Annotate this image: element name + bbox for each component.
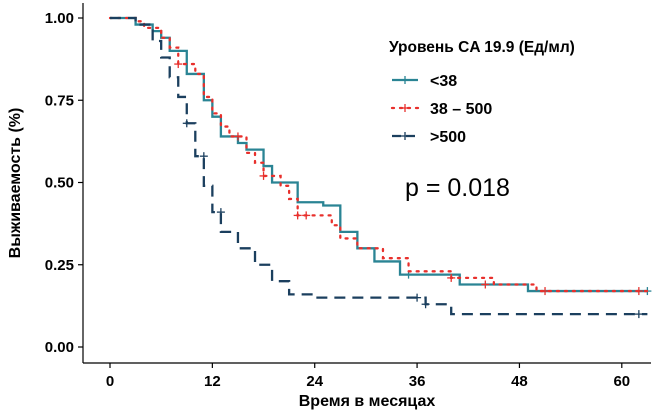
x-ticks: 0 12 24 36 48 60 <box>106 363 630 390</box>
x-axis-title: Время в месяцах <box>299 393 436 410</box>
y-tick-label: 0.50 <box>45 175 74 192</box>
censor-mark-series-3 <box>634 310 643 319</box>
censor-mark-series-3 <box>216 208 225 217</box>
y-axis-title: Выживаемость (%) <box>7 108 24 259</box>
censor-mark-series-2 <box>233 132 242 141</box>
y-ticks: 0.00 0.25 0.50 0.75 1.00 <box>45 10 83 356</box>
km-curve-series-1 <box>110 16 648 293</box>
legend-item: 38 – 500 <box>390 101 492 118</box>
censor-mark-series-2 <box>481 280 490 289</box>
legend-label: 38 – 500 <box>430 101 492 118</box>
censor-mark-series-3 <box>182 119 191 128</box>
y-tick-label: 0.00 <box>45 339 74 356</box>
censor-mark-series-2 <box>174 60 183 69</box>
legend-item: <38 <box>392 73 457 90</box>
legend-label: <38 <box>430 73 457 90</box>
censor-mark-series-2 <box>293 211 302 220</box>
x-tick-label: 60 <box>613 373 630 390</box>
x-tick-label: 48 <box>511 373 528 390</box>
legend-label: >500 <box>430 129 466 146</box>
censor-mark-series-3 <box>199 152 208 161</box>
censor-mark-series-3 <box>421 300 430 309</box>
legend-item: >500 <box>392 129 466 146</box>
x-tick-label: 24 <box>306 373 323 390</box>
legend-title: Уровень CA 19.9 (Ед/мл) <box>389 39 575 56</box>
legend-key-censor-mark <box>401 132 409 140</box>
y-tick-label: 0.25 <box>45 257 74 274</box>
censor-mark-series-2 <box>634 287 643 296</box>
censor-mark-series-3 <box>413 293 422 302</box>
km-curve-series-2 <box>108 16 649 293</box>
censor-mark-series-2 <box>259 171 268 180</box>
legend-key-censor-mark <box>401 104 409 112</box>
y-tick-label: 0.75 <box>45 92 74 109</box>
legend-key-censor-mark <box>401 76 409 84</box>
km-curve-series-3 <box>110 16 648 316</box>
censor-mark-series-2 <box>302 211 311 220</box>
censor-mark-series-2 <box>541 287 550 296</box>
survival-curves <box>108 16 652 319</box>
x-tick-label: 12 <box>204 373 221 390</box>
legend: Уровень CA 19.9 (Ед/мл) <38 38 – 500 >500 <box>389 39 575 146</box>
x-tick-label: 36 <box>409 373 426 390</box>
p-value-annotation: p = 0.018 <box>405 174 510 202</box>
x-tick-label: 0 <box>106 373 114 390</box>
censor-mark-series-2 <box>447 273 456 282</box>
y-tick-label: 1.00 <box>45 10 74 27</box>
